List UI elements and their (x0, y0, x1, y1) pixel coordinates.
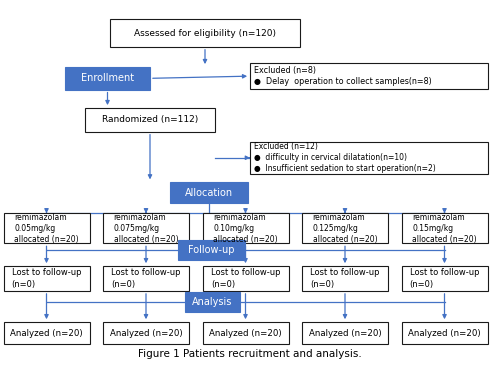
FancyBboxPatch shape (202, 213, 288, 243)
Text: remimazolam
0.15mg/kg
allocated (n=20): remimazolam 0.15mg/kg allocated (n=20) (412, 213, 477, 244)
Text: remimazolam
0.05mg/kg
allocated (n=20): remimazolam 0.05mg/kg allocated (n=20) (14, 213, 79, 244)
Text: Analysis: Analysis (192, 297, 232, 307)
FancyBboxPatch shape (110, 19, 300, 47)
Text: Analyzed (n=20): Analyzed (n=20) (408, 329, 481, 337)
Text: remimazolam
0.075mg/kg
allocated (n=20): remimazolam 0.075mg/kg allocated (n=20) (114, 213, 178, 244)
FancyBboxPatch shape (103, 213, 189, 243)
FancyBboxPatch shape (65, 67, 150, 90)
Text: Figure 1 Patients recruitment and analysis.: Figure 1 Patients recruitment and analys… (138, 350, 362, 359)
FancyBboxPatch shape (202, 266, 288, 291)
FancyBboxPatch shape (302, 266, 388, 291)
FancyBboxPatch shape (402, 266, 488, 291)
Text: Follow-up: Follow-up (188, 245, 234, 255)
FancyBboxPatch shape (302, 213, 388, 243)
FancyBboxPatch shape (402, 322, 488, 344)
Text: Enrollment: Enrollment (81, 73, 134, 83)
FancyBboxPatch shape (185, 292, 240, 312)
Text: Assessed for eligibility (n=120): Assessed for eligibility (n=120) (134, 29, 276, 38)
FancyBboxPatch shape (250, 142, 488, 174)
Text: Lost to follow-up
(n=0): Lost to follow-up (n=0) (211, 269, 280, 288)
FancyBboxPatch shape (250, 63, 488, 89)
Text: Lost to follow-up
(n=0): Lost to follow-up (n=0) (410, 269, 479, 288)
Text: Analyzed (n=20): Analyzed (n=20) (209, 329, 282, 337)
Text: remimazolam
0.10mg/kg
allocated (n=20): remimazolam 0.10mg/kg allocated (n=20) (213, 213, 278, 244)
FancyBboxPatch shape (302, 322, 388, 344)
FancyBboxPatch shape (4, 266, 90, 291)
FancyBboxPatch shape (103, 266, 189, 291)
Text: Analyzed (n=20): Analyzed (n=20) (110, 329, 182, 337)
Text: Analyzed (n=20): Analyzed (n=20) (308, 329, 382, 337)
FancyBboxPatch shape (178, 240, 245, 260)
Text: Excluded (n=8)
●  Delay  operation to collect samples(n=8): Excluded (n=8) ● Delay operation to coll… (254, 66, 432, 86)
FancyBboxPatch shape (85, 108, 215, 132)
Text: remimazolam
0.125mg/kg
allocated (n=20): remimazolam 0.125mg/kg allocated (n=20) (312, 213, 378, 244)
FancyBboxPatch shape (103, 322, 189, 344)
Text: Excluded (n=12)
●  difficulty in cervical dilatation(n=10)
●  Insufficient sedat: Excluded (n=12) ● difficulty in cervical… (254, 142, 436, 173)
FancyBboxPatch shape (402, 213, 488, 243)
Text: Allocation: Allocation (184, 188, 233, 198)
Text: Lost to follow-up
(n=0): Lost to follow-up (n=0) (310, 269, 380, 288)
FancyBboxPatch shape (4, 213, 90, 243)
Text: Lost to follow-up
(n=0): Lost to follow-up (n=0) (12, 269, 81, 288)
Text: Randomized (n=112): Randomized (n=112) (102, 115, 198, 124)
Text: Analyzed (n=20): Analyzed (n=20) (10, 329, 83, 337)
FancyBboxPatch shape (4, 322, 90, 344)
FancyBboxPatch shape (202, 322, 288, 344)
Text: Lost to follow-up
(n=0): Lost to follow-up (n=0) (111, 269, 181, 288)
FancyBboxPatch shape (170, 182, 248, 203)
